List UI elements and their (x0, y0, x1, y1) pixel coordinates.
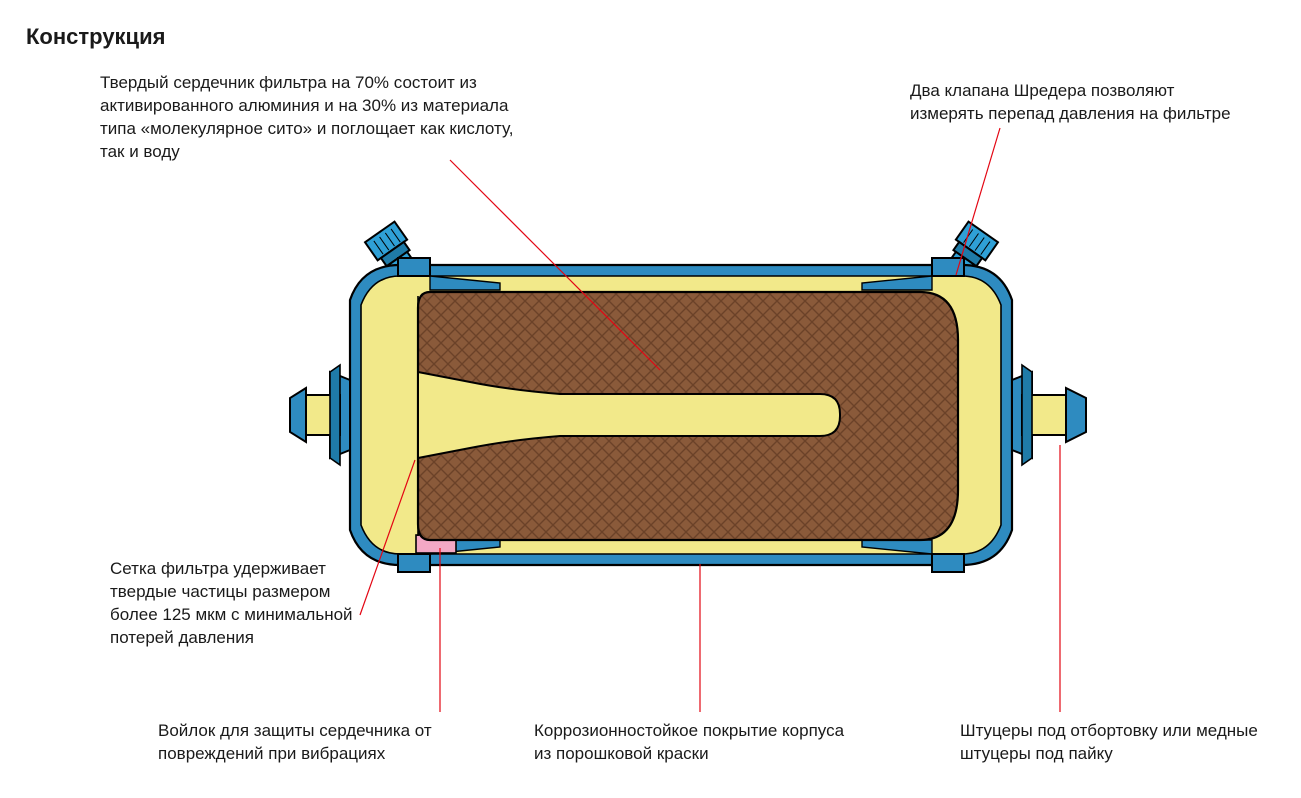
filter-diagram (0, 0, 1301, 798)
filter-core-icon (418, 292, 958, 540)
fitting-right-icon (1012, 365, 1086, 465)
fitting-left-icon (290, 365, 350, 465)
